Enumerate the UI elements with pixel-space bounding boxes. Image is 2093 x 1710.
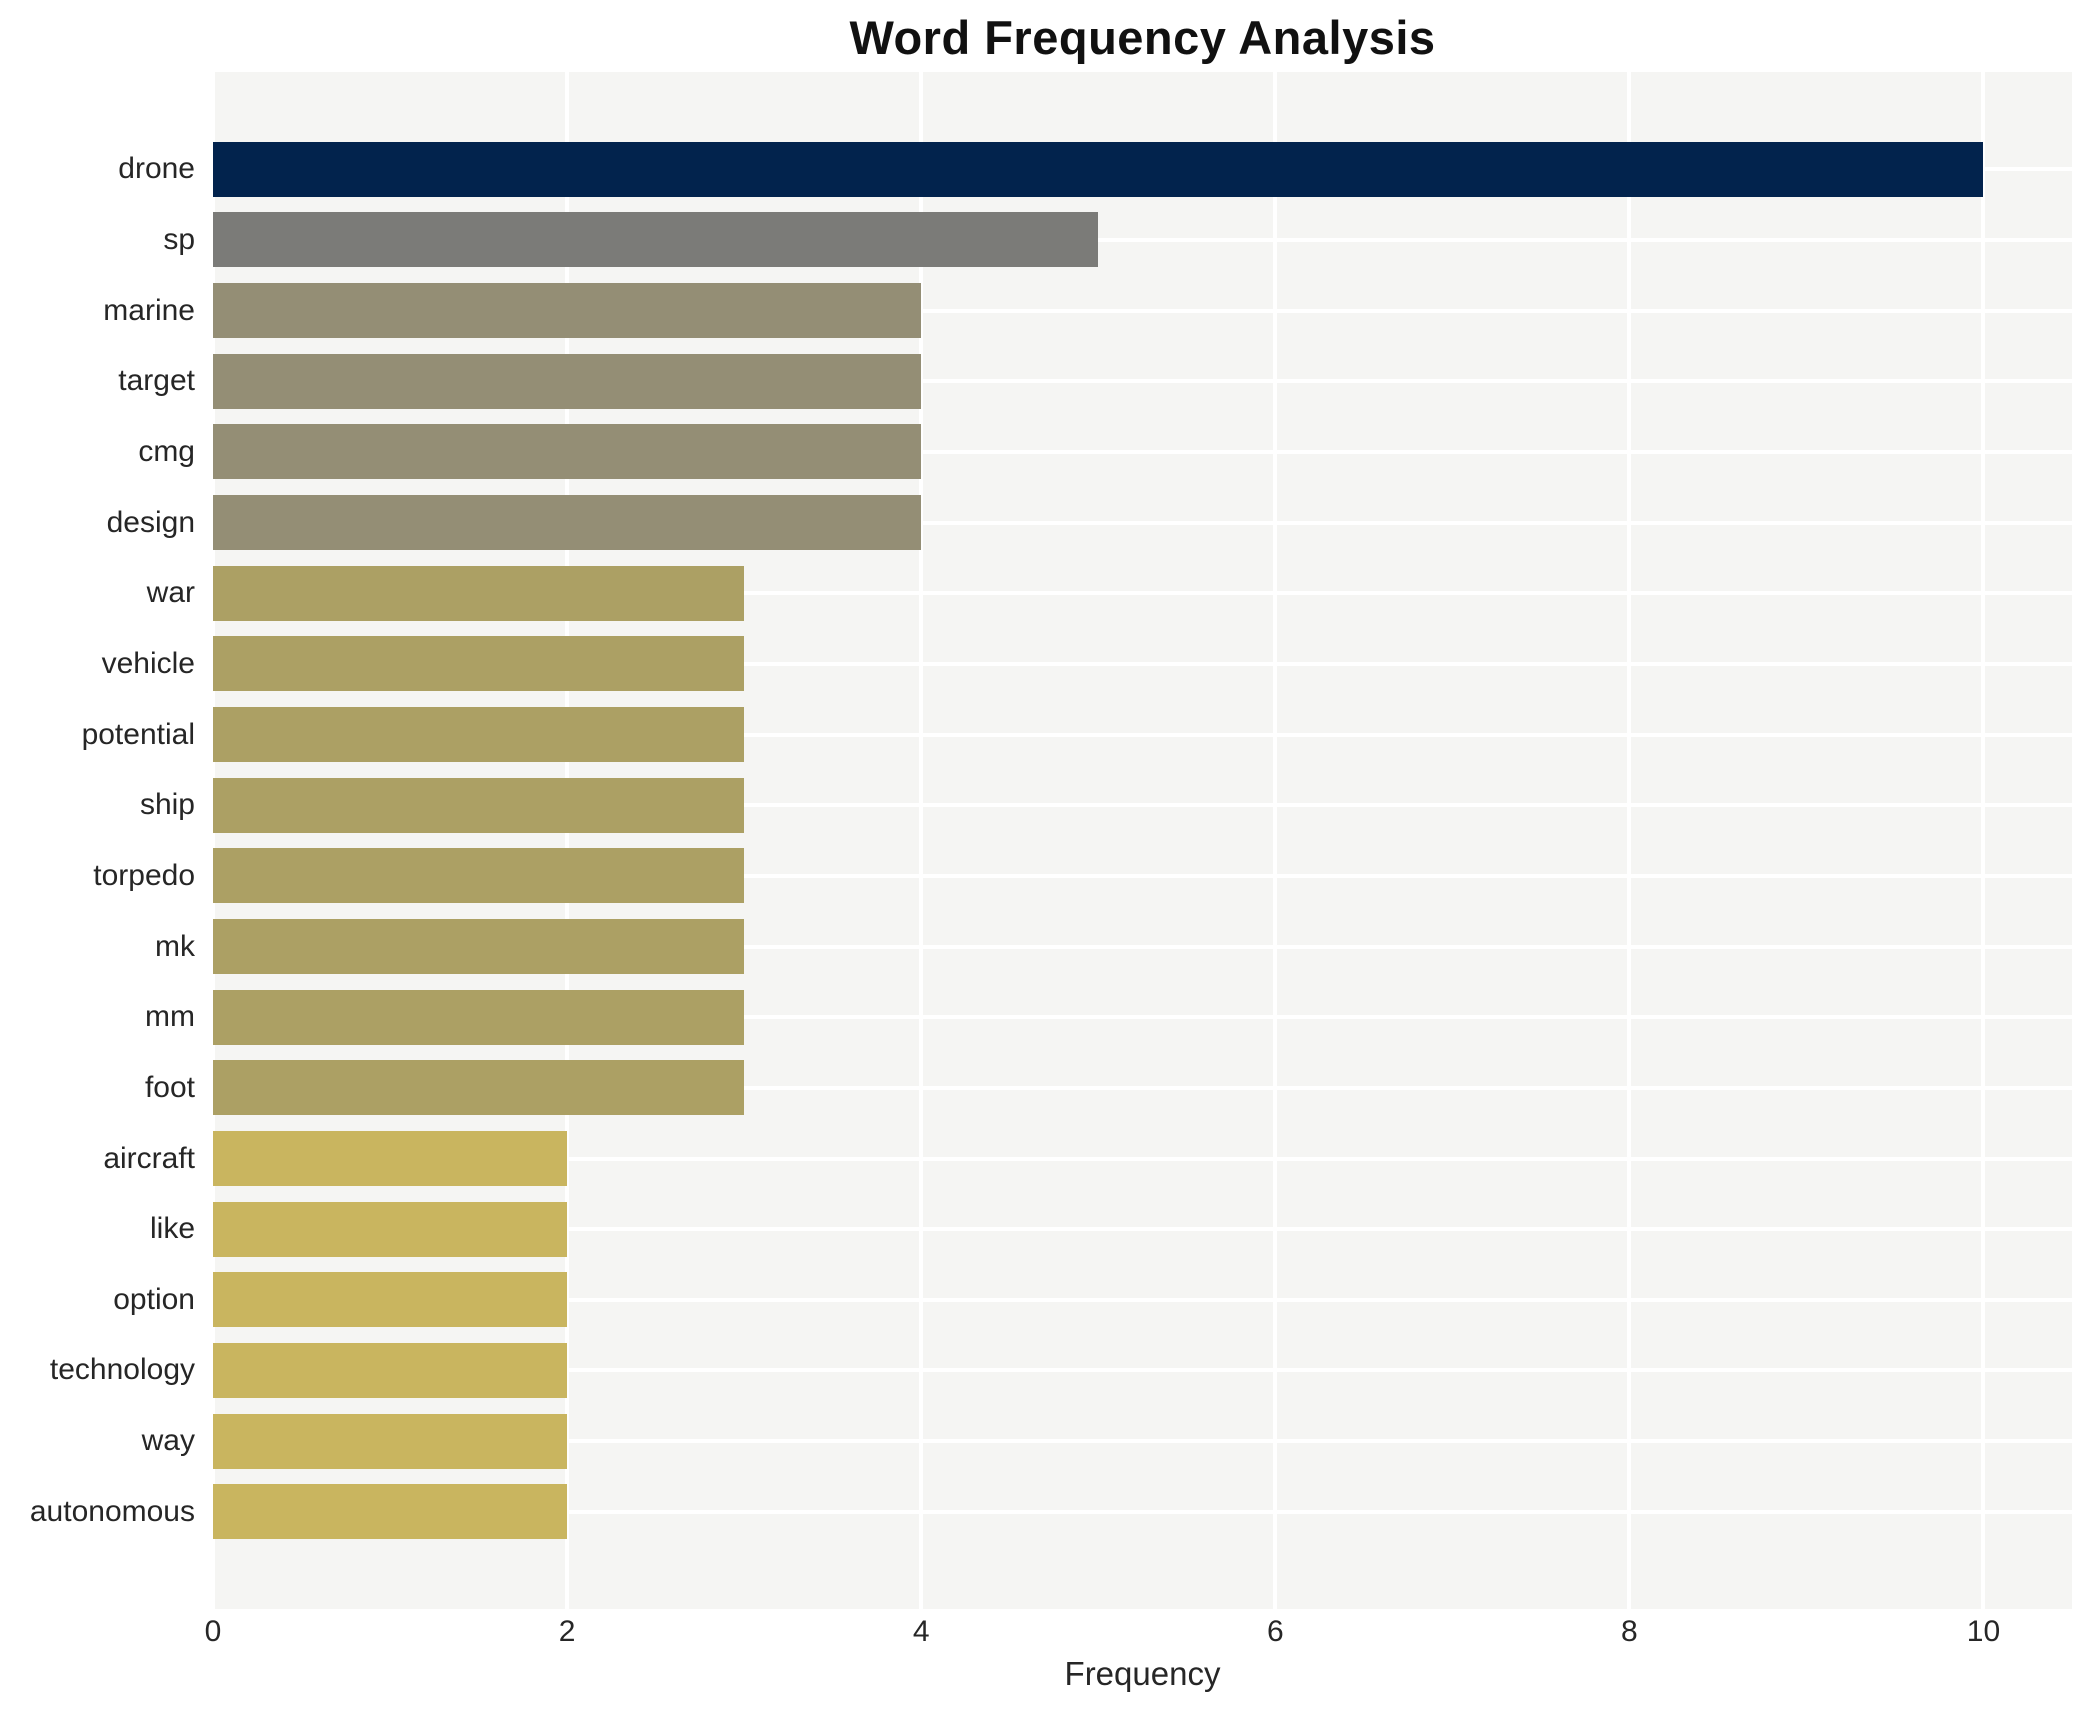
bar-row: cmg xyxy=(0,417,2072,488)
category-label: autonomous xyxy=(29,1494,195,1528)
bar xyxy=(213,848,745,904)
bar-track xyxy=(213,275,2072,346)
category-label: target xyxy=(118,364,195,398)
bar-track xyxy=(213,134,2072,205)
bar-row: potential xyxy=(0,699,2072,770)
x-tick-label: 2 xyxy=(558,1615,576,1648)
bar-track xyxy=(213,417,2072,488)
bar-track xyxy=(213,487,2072,558)
bar-track xyxy=(213,770,2072,841)
bar xyxy=(213,495,922,551)
bar xyxy=(213,989,745,1045)
bar-row: marine xyxy=(0,275,2072,346)
vertical-gridline xyxy=(919,72,924,1609)
vertical-gridline xyxy=(1981,72,1986,1609)
category-label: war xyxy=(146,576,195,610)
bar-track xyxy=(213,629,2072,700)
bar-track xyxy=(213,982,2072,1053)
category-label: way xyxy=(141,1424,195,1458)
vertical-gridline xyxy=(1627,72,1632,1609)
category-label: mm xyxy=(145,1000,195,1034)
bar-track xyxy=(213,1476,2072,1547)
category-label: technology xyxy=(49,1353,195,1387)
bar-row: torpedo xyxy=(0,841,2072,912)
bar xyxy=(213,1060,745,1116)
bar xyxy=(213,777,745,833)
vertical-gridline xyxy=(213,72,215,1609)
vertical-gridline xyxy=(565,72,570,1609)
bar-row: ship xyxy=(0,770,2072,841)
x-tick-label: 10 xyxy=(1966,1615,2001,1648)
x-axis: 0 2 4 6 8 10 xyxy=(205,1615,2072,1653)
bar xyxy=(213,919,745,975)
x-tick-label: 0 xyxy=(204,1615,222,1648)
bar-row: target xyxy=(0,346,2072,417)
category-label: sp xyxy=(163,222,195,256)
category-label: potential xyxy=(81,717,195,751)
bar-row: design xyxy=(0,487,2072,558)
bar-row: option xyxy=(0,1265,2072,1336)
bar-row: foot xyxy=(0,1053,2072,1124)
bar xyxy=(213,1413,568,1469)
bar-rows: drone sp marine target cmg design xyxy=(0,72,2072,1609)
category-label: foot xyxy=(144,1070,195,1104)
bar-row: mk xyxy=(0,911,2072,982)
bar-row: drone xyxy=(0,134,2072,205)
bar-row: sp xyxy=(0,205,2072,276)
bar-track xyxy=(213,911,2072,982)
bar xyxy=(213,636,745,692)
bar-row: mm xyxy=(0,982,2072,1053)
bar-track xyxy=(213,1123,2072,1194)
bar-track xyxy=(213,346,2072,417)
bar-row: war xyxy=(0,558,2072,629)
bar-row: way xyxy=(0,1406,2072,1477)
x-tick-label: 6 xyxy=(1266,1615,1284,1648)
bar xyxy=(213,212,1099,268)
vertical-gridline xyxy=(1273,72,1278,1609)
bar xyxy=(213,353,922,409)
bar xyxy=(213,141,1984,197)
bar-track xyxy=(213,1265,2072,1336)
bar-track xyxy=(213,205,2072,276)
bar xyxy=(213,565,745,621)
bar xyxy=(213,1272,568,1328)
category-label: like xyxy=(149,1212,195,1246)
x-tick-label: 8 xyxy=(1621,1615,1638,1648)
bar-track xyxy=(213,1194,2072,1265)
x-tick-label: 4 xyxy=(912,1615,930,1648)
bar xyxy=(213,1131,568,1187)
bar-track xyxy=(213,1053,2072,1124)
bar-track xyxy=(213,1406,2072,1477)
bar xyxy=(213,424,922,480)
category-label: design xyxy=(106,505,195,539)
bar-row: like xyxy=(0,1194,2072,1265)
x-axis-label: Frequency xyxy=(1064,1655,1221,1692)
category-label: ship xyxy=(139,788,195,822)
category-label: vehicle xyxy=(101,646,195,680)
category-label: torpedo xyxy=(93,858,195,892)
bar-row: technology xyxy=(0,1335,2072,1406)
chart-title: Word Frequency Analysis xyxy=(849,11,1436,64)
bar-row: autonomous xyxy=(0,1476,2072,1547)
bar-row: vehicle xyxy=(0,629,2072,700)
bar xyxy=(213,707,745,763)
bar-row: aircraft xyxy=(0,1123,2072,1194)
bar xyxy=(213,1201,568,1257)
bar-track xyxy=(213,1335,2072,1406)
category-label: mk xyxy=(155,929,195,963)
bar xyxy=(213,283,922,339)
bar-track xyxy=(213,841,2072,912)
category-label: marine xyxy=(103,293,195,327)
bar xyxy=(213,1484,568,1540)
category-label: cmg xyxy=(138,434,195,468)
bar-track xyxy=(213,699,2072,770)
category-label: aircraft xyxy=(103,1141,195,1175)
bar xyxy=(213,1342,568,1398)
category-label: drone xyxy=(118,152,195,186)
category-label: option xyxy=(113,1282,195,1316)
bar-track xyxy=(213,558,2072,629)
